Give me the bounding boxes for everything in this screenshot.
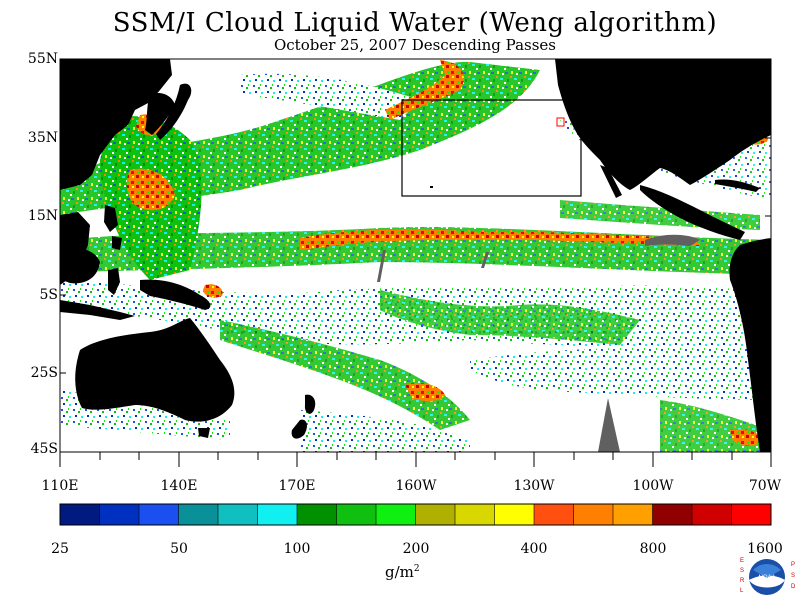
colorbar-label: 1600: [747, 541, 783, 557]
colorbar-swatch: [573, 504, 614, 525]
svg-text:R: R: [740, 578, 745, 584]
lon-label-110e: 110E: [41, 478, 79, 494]
colorbar-units: g/m2: [385, 563, 420, 581]
colorbar-swatch: [297, 504, 337, 525]
colorbar-swatch: [652, 504, 693, 525]
svg-text:L: L: [740, 588, 744, 594]
lat-label-55n: 55N: [27, 51, 58, 67]
lat-label-35n: 35N: [27, 130, 58, 146]
lat-label-5s: 5S: [39, 287, 59, 303]
lat-label-45s: 45S: [30, 441, 58, 457]
svg-text:S: S: [740, 568, 744, 574]
colorbar-label: 800: [639, 541, 667, 557]
colorbar: [59, 503, 772, 526]
colorbar-label: 100: [283, 541, 311, 557]
colorbar-swatch: [613, 504, 653, 525]
lon-label-140e: 140E: [160, 478, 198, 494]
colorbar-swatch: [99, 504, 140, 525]
svg-text:S: S: [791, 573, 795, 579]
colorbar-swatch: [60, 504, 100, 525]
colorbar-swatch: [336, 504, 377, 525]
lat-label-25s: 25S: [30, 365, 58, 381]
lon-label-70w: 70W: [748, 478, 782, 494]
lon-label-100w: 100W: [632, 478, 674, 494]
svg-text:D: D: [791, 584, 796, 590]
map-subtitle: October 25, 2007 Descending Passes: [273, 36, 557, 54]
noaa-logo: NOAA E S R L P S D: [735, 556, 799, 598]
colorbar-swatch: [731, 504, 772, 525]
colorbar-label: 200: [402, 541, 430, 557]
colorbar-swatch: [257, 504, 298, 525]
colorbar-label: 25: [51, 541, 69, 557]
map-title: SSM/I Cloud Liquid Water (Weng algorithm…: [112, 8, 718, 38]
colorbar-swatch: [218, 504, 258, 525]
colorbar-swatch: [455, 504, 495, 525]
colorbar-swatch: [415, 504, 456, 525]
esrl-logo-text: E: [740, 558, 744, 564]
colorbar-swatch: [139, 504, 179, 525]
lon-label-170e: 170E: [278, 478, 316, 494]
colorbar-label: 400: [520, 541, 548, 557]
colorbar-label: 50: [170, 541, 188, 557]
lat-label-15n: 15N: [27, 208, 58, 224]
colorbar-swatch: [178, 504, 219, 525]
lon-label-130w: 130W: [513, 478, 555, 494]
colorbar-swatch: [376, 504, 416, 525]
psd-logo-text: P: [791, 562, 795, 568]
colorbar-swatch: [692, 504, 732, 525]
noaa-logo-text: NOAA: [758, 575, 775, 581]
colorbar-swatch: [534, 504, 574, 525]
colorbar-swatch: [494, 504, 535, 525]
lon-label-160w: 160W: [395, 478, 437, 494]
